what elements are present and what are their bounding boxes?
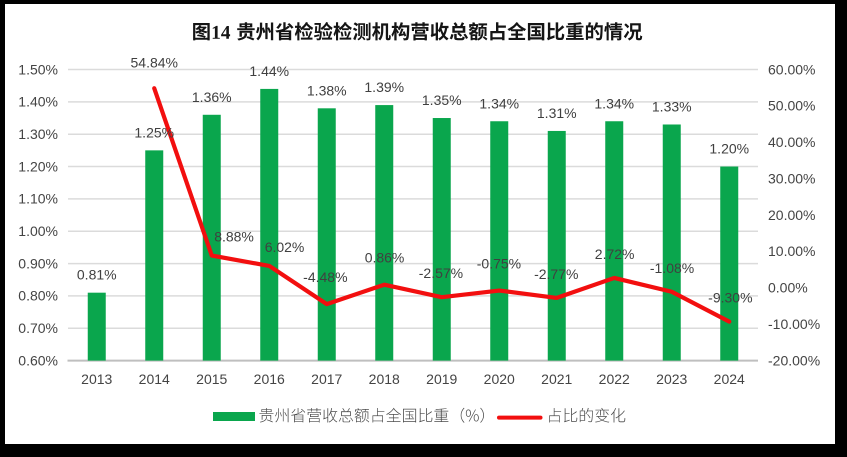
svg-text:1.33%: 1.33% xyxy=(652,98,692,114)
svg-text:0.60%: 0.60% xyxy=(18,352,58,368)
svg-text:0.70%: 0.70% xyxy=(18,320,58,336)
svg-text:0.90%: 0.90% xyxy=(18,255,58,271)
svg-text:1.44%: 1.44% xyxy=(249,63,289,79)
svg-text:1.40%: 1.40% xyxy=(18,94,58,110)
svg-text:1.34%: 1.34% xyxy=(479,95,519,111)
svg-text:2019: 2019 xyxy=(426,371,457,387)
svg-text:2022: 2022 xyxy=(599,371,630,387)
svg-text:2.72%: 2.72% xyxy=(595,246,635,262)
svg-text:1.34%: 1.34% xyxy=(594,95,634,111)
svg-text:0.86%: 0.86% xyxy=(365,250,405,266)
svg-text:1.30%: 1.30% xyxy=(18,126,58,142)
svg-text:2013: 2013 xyxy=(81,371,112,387)
svg-text:1.35%: 1.35% xyxy=(422,92,462,108)
svg-text:0.81%: 0.81% xyxy=(77,267,117,283)
svg-text:1.36%: 1.36% xyxy=(192,89,232,105)
svg-text:-2.57%: -2.57% xyxy=(419,265,463,281)
svg-text:1.25%: 1.25% xyxy=(134,124,174,140)
svg-text:-2.77%: -2.77% xyxy=(534,266,578,282)
svg-text:-4.48%: -4.48% xyxy=(303,269,347,285)
svg-text:1.20%: 1.20% xyxy=(709,141,749,157)
svg-text:8.88%: 8.88% xyxy=(214,229,254,245)
svg-text:1.10%: 1.10% xyxy=(18,191,58,207)
svg-text:2020: 2020 xyxy=(484,371,515,387)
svg-text:-20.00%: -20.00% xyxy=(768,352,820,368)
svg-text:2021: 2021 xyxy=(541,371,572,387)
svg-text:0.00%: 0.00% xyxy=(768,280,808,296)
svg-text:-10.00%: -10.00% xyxy=(768,316,820,332)
svg-text:1.38%: 1.38% xyxy=(307,82,347,98)
svg-text:1.50%: 1.50% xyxy=(18,61,58,77)
svg-text:10.00%: 10.00% xyxy=(768,243,815,259)
svg-text:60.00%: 60.00% xyxy=(768,61,815,77)
svg-text:30.00%: 30.00% xyxy=(768,170,815,186)
svg-text:6.02%: 6.02% xyxy=(265,239,305,255)
svg-text:1.39%: 1.39% xyxy=(364,79,404,95)
svg-text:2023: 2023 xyxy=(656,371,687,387)
svg-text:1.31%: 1.31% xyxy=(537,105,577,121)
svg-text:-0.75%: -0.75% xyxy=(477,256,521,272)
svg-text:-9.30%: -9.30% xyxy=(708,290,752,306)
svg-text:1.20%: 1.20% xyxy=(18,158,58,174)
svg-text:2017: 2017 xyxy=(311,371,342,387)
svg-text:2024: 2024 xyxy=(714,371,745,387)
svg-text:2014: 2014 xyxy=(139,371,170,387)
svg-text:40.00%: 40.00% xyxy=(768,134,815,150)
svg-text:2018: 2018 xyxy=(369,371,400,387)
svg-text:0.80%: 0.80% xyxy=(18,288,58,304)
svg-text:1.00%: 1.00% xyxy=(18,223,58,239)
svg-text:2016: 2016 xyxy=(254,371,285,387)
svg-text:20.00%: 20.00% xyxy=(768,207,815,223)
svg-text:50.00%: 50.00% xyxy=(768,98,815,114)
svg-text:-1.08%: -1.08% xyxy=(650,260,694,276)
svg-text:2015: 2015 xyxy=(196,371,227,387)
svg-text:54.84%: 54.84% xyxy=(131,54,178,70)
